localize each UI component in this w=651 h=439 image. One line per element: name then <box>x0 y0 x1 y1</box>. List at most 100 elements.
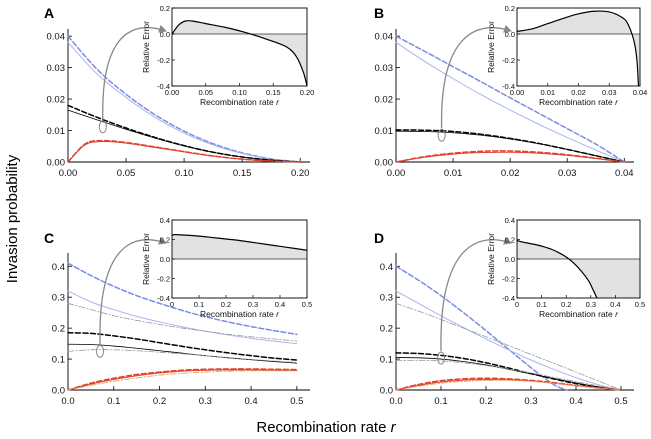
callout-arrow <box>440 236 512 352</box>
y-tick-label: 0.3 <box>380 293 393 304</box>
y-tick-label: 0.1 <box>380 355 393 366</box>
y-tick-label: 0.1 <box>52 355 65 366</box>
inset-x-tick-label: 0.15 <box>266 88 281 97</box>
panel-letter: C <box>44 230 54 246</box>
x-tick-label: 0.03 <box>558 168 577 179</box>
x-tick-label: 0.15 <box>233 168 252 179</box>
x-tick-label: 0.0 <box>389 396 402 407</box>
x-tick-label: 0.0 <box>61 396 74 407</box>
inset-x-axis-label: Recombination rate r <box>200 309 280 319</box>
series-line-blue-thin <box>395 290 622 391</box>
y-tick-label: 0.04 <box>47 32 66 43</box>
callout-ellipse <box>96 344 105 358</box>
series-line-red-solid <box>395 151 625 163</box>
y-tick-label: 0.4 <box>380 262 393 273</box>
inset-error-curve <box>516 239 598 299</box>
inset-x-tick-label: 0.02 <box>571 88 586 97</box>
inset-error-fill <box>517 240 597 298</box>
inset-error-fill <box>172 234 307 259</box>
y-tick-label: 0.00 <box>375 158 394 169</box>
inset-y-tick-label: -0.4 <box>157 82 170 91</box>
inset-y-tick-label: 0.0 <box>160 255 170 264</box>
callout-arrow <box>102 24 167 120</box>
inset-x-tick-label: 0.01 <box>540 88 555 97</box>
inset-y-tick-label: 0.2 <box>160 235 170 244</box>
panel-d: D 0.0 0.1 0.2 0.3 0.4 0.5 0.0 0.1 0.2 0.3 0.4 0 0.1 0.… <box>374 216 645 407</box>
x-tick-label: 0.00 <box>387 168 406 179</box>
panel-c: C 0.0 0.1 0.2 0.3 0.4 0.5 0.0 0.1 0.2 0.3 0.4 0 0.1 0.… <box>44 216 312 407</box>
x-tick-label: 0.01 <box>444 168 463 179</box>
callout-ellipse <box>98 120 107 134</box>
inset-y-tick-label: 0.2 <box>505 235 515 244</box>
callout-ellipse <box>437 128 446 142</box>
series-line-black-thin <box>67 343 298 364</box>
x-tick-label: 0.1 <box>434 396 447 407</box>
inset-error-curve <box>516 10 640 87</box>
y-tick-label: 0.01 <box>375 126 394 137</box>
series-line-blue-dash <box>395 265 568 391</box>
series-line-orange-dashdot <box>67 370 298 391</box>
inset-x-axis-label: Recombination rate r <box>539 309 619 319</box>
inset-x-tick-label: 0.4 <box>610 300 620 309</box>
y-tick-label: 0.3 <box>52 293 65 304</box>
panel-letter: A <box>44 5 54 21</box>
inset-y-tick-label: 0.0 <box>505 30 515 39</box>
panel-a: A 0.00 0.05 0.10 0.15 0.20 0.00 0.01 0.02 0.03 0.0… <box>44 4 314 179</box>
x-tick-label: 0.05 <box>117 168 136 179</box>
x-tick-label: 0.2 <box>153 396 166 407</box>
series-line-black-thin <box>395 130 625 163</box>
callout-arrow <box>99 236 167 345</box>
inset-y-tick-label: -0.2 <box>157 56 170 65</box>
series-line-orange-dashdot <box>395 379 622 391</box>
inset-x-tick-label: 0.3 <box>586 300 596 309</box>
figure-x-axis-label-text: Recombination rate <box>256 419 390 436</box>
inset-x-axis-label-text: Recombination rate <box>539 97 615 107</box>
inset-relative-error: 0 0.1 0.2 0.3 0.4 0.5-0.4-0.20.00.20.4Recombi… <box>141 216 312 319</box>
y-tick-label: 0.4 <box>52 262 65 273</box>
x-tick-label: 0.2 <box>479 396 492 407</box>
series-line-blue-dash <box>395 35 626 163</box>
inset-x-tick-label: 0.00 <box>165 88 180 97</box>
y-tick-label: 0.2 <box>52 324 65 335</box>
inset-x-axis-label: Recombination rate r <box>200 97 280 107</box>
inset-x-axis-label-var: r <box>615 97 619 107</box>
y-tick-label: 0.0 <box>52 386 65 397</box>
inset-x-axis-label-text: Recombination rate <box>200 97 276 107</box>
inset-y-tick-label: -0.4 <box>502 82 515 91</box>
series-line-blue-thin <box>67 41 301 163</box>
panel-b: B0.00 0.01 0.02 0.03 0.040.000.010.020.030.0… <box>374 4 647 179</box>
series-line-red-dash <box>67 368 298 391</box>
inset-y-tick-label: -0.4 <box>502 294 515 303</box>
series-line-gray-dashdot <box>67 349 298 363</box>
inset-y-tick-label: -0.2 <box>502 56 515 65</box>
inset-error-fill-tail <box>596 259 640 298</box>
inset-relative-error: 0 0.1 0.2 0.3 0.4 0.5-0.4-0.20.00.20.4Recombi… <box>486 216 645 319</box>
y-tick-label: 0.03 <box>47 63 66 74</box>
y-tick-label: 0.0 <box>380 386 393 397</box>
figure-y-axis-label: Invasion probability <box>4 154 21 283</box>
series-line-red-solid <box>67 141 301 163</box>
y-tick-label: 0.03 <box>375 63 394 74</box>
x-tick-label: 0.04 <box>615 168 634 179</box>
inset-error-fill <box>517 11 639 86</box>
y-tick-label: 0.2 <box>380 324 393 335</box>
inset-x-axis-label-var: r <box>276 309 280 319</box>
inset-x-axis-label: Recombination rate r <box>539 97 619 107</box>
inset-y-tick-label: 0.0 <box>505 255 515 264</box>
y-tick-label: 0.02 <box>47 95 66 106</box>
inset-y-axis-label: Relative Error <box>486 21 496 73</box>
figure-x-axis-label-var: r <box>391 419 397 436</box>
inset-y-tick-label: -0.4 <box>157 294 170 303</box>
inset-y-tick-label: 0.0 <box>160 30 170 39</box>
inset-y-axis-label: Relative Error <box>141 233 151 285</box>
series-line-gray-dashdot <box>395 303 622 391</box>
inset-y-axis-label: Relative Error <box>486 233 496 285</box>
inset-x-tick-label: 0.10 <box>232 88 247 97</box>
x-tick-label: 0.00 <box>59 168 78 179</box>
x-tick-label: 0.5 <box>614 396 627 407</box>
figure-x-axis-label: Recombination rate r <box>256 419 396 436</box>
x-tick-label: 0.3 <box>524 396 537 407</box>
inset-x-axis-label-text: Recombination rate <box>200 309 276 319</box>
inset-y-tick-label: -0.2 <box>502 274 515 283</box>
